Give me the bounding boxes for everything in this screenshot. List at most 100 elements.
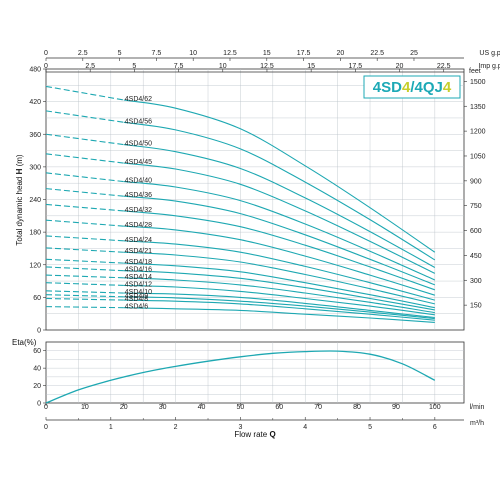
eta-plot-frame — [45, 341, 465, 404]
bottom-axis-lmin-tick-label: 20 — [120, 404, 128, 411]
right-axis-tick-label: 450 — [470, 253, 482, 260]
top-axis-us-tick-label: 20 — [336, 50, 344, 57]
bottom-axis-lmin-tick-label: 90 — [392, 404, 400, 411]
brand-text: 4SD4/4QJ4 — [373, 79, 452, 96]
right-axis-tick-label: 750 — [470, 203, 482, 210]
flow-axis-label: Flow rate — [234, 430, 269, 439]
head-curve-dashed — [45, 133, 124, 146]
eta-axis-tick-label: 60 — [33, 348, 41, 355]
head-curve — [123, 240, 435, 301]
right-axis-tick-label: 1350 — [470, 104, 486, 111]
curve-label: 4SD4/21 — [125, 248, 152, 255]
left-axis-tick-label: 480 — [29, 67, 41, 74]
head-curve — [123, 210, 435, 291]
flow-axis-symbol: Q — [269, 430, 275, 439]
head-curve — [123, 262, 435, 309]
curve-label: 4SD4/6 — [125, 304, 148, 311]
bottom-axis-lmin-tick-label: 0 — [44, 404, 48, 411]
bottom-axis-m3h-tick-label: 6 — [433, 424, 437, 431]
eta-axis-unit: (%) — [24, 338, 37, 347]
brand-text-part: / — [410, 79, 415, 96]
bottom-axis-lmin-tick-label: 70 — [314, 404, 322, 411]
bottom-axis-lmin-tick-label: 30 — [159, 404, 167, 411]
head-axis-label: Total dynamic head — [15, 174, 24, 245]
head-curve — [123, 162, 436, 274]
head-curve — [123, 225, 435, 296]
curve-label: 4SD4/16 — [125, 267, 152, 274]
bottom-axis-lmin-tick-label: 10 — [81, 404, 89, 411]
top-axis-us-tick-label: 10 — [189, 50, 197, 57]
head-curve-dashed — [45, 247, 124, 253]
eta-axis-title: Eta(%) — [12, 338, 37, 347]
top-axis-us-tick-label: 5 — [118, 50, 122, 57]
head-curve-dashed — [45, 219, 124, 227]
brand-box — [363, 75, 461, 99]
right-axis-tick-label: 1050 — [470, 153, 486, 160]
bottom-axis-lmin-tick-label: 80 — [353, 404, 361, 411]
head-curve-dashed — [45, 153, 124, 164]
curve-label: 4SD4/24 — [125, 237, 152, 244]
top-axis-us-tick-label: 15 — [263, 50, 271, 57]
top-axis-imp-tick-label: 5 — [132, 63, 136, 70]
brand-text-part: 4 — [443, 79, 452, 96]
top-axis-imp-tick-label: 12.5 — [260, 63, 274, 70]
right-axis-unit: feet — [469, 68, 481, 75]
left-axis-tick-label: 300 — [29, 164, 41, 171]
bottom-axis-m3h-tick-label: 3 — [238, 424, 242, 431]
head-curve-dashed — [45, 203, 124, 212]
eta-axis-tick-label: 40 — [33, 366, 41, 373]
head-curve — [123, 299, 435, 321]
eta-curve — [45, 350, 436, 404]
top-axis-imp-tick-label: 22.5 — [437, 63, 451, 70]
right-axis-tick-label: 150 — [470, 303, 482, 310]
head-curve-dashed — [45, 274, 124, 279]
bottom-axis-m3h-unit: m³/h — [470, 420, 484, 427]
head-curve-dashed — [45, 85, 124, 101]
head-curve — [123, 195, 436, 286]
head-curve — [123, 144, 436, 268]
head-axis-unit: (m) — [15, 154, 24, 169]
left-axis-tick-label: 360 — [29, 132, 41, 139]
head-curve — [123, 270, 435, 311]
curve-label: 4SD4/56 — [125, 118, 152, 125]
bottom-axis-m3h-tick-label: 1 — [109, 424, 113, 431]
head-curve-dashed — [45, 266, 124, 272]
bottom-axis-m3h-tick-label: 0 — [44, 424, 48, 431]
top-axis-imp-tick-label: 0 — [44, 63, 48, 70]
curve-label: 4SD4/8 — [125, 296, 148, 303]
head-curve-dashed — [45, 290, 124, 294]
right-axis-tick-label: 1200 — [470, 129, 486, 136]
left-axis-tick-label: 240 — [29, 197, 41, 204]
left-axis-tick-label: 0 — [37, 328, 41, 335]
top-axis-imp-tick-label: 20 — [396, 63, 404, 70]
curve-label: 4SD4/9 — [125, 293, 148, 300]
head-curve-dashed — [45, 297, 124, 301]
head-axis-title: Total dynamic head H (m) — [15, 154, 24, 245]
curve-label: 4SD4/14 — [125, 274, 152, 281]
bottom-axis-lmin-tick-label: 40 — [198, 404, 206, 411]
curve-label: 4SD4/10 — [125, 289, 152, 296]
eta-axis-tick-label: 20 — [33, 383, 41, 390]
bottom-axis-lmin-tick-label: 60 — [275, 404, 283, 411]
head-curve-dashed — [45, 172, 124, 183]
top-axis-imp-unit: Imp g.p.m — [478, 63, 500, 70]
head-curve — [123, 292, 435, 319]
top-axis-us-tick-label: 22.5 — [370, 50, 384, 57]
eta-axis-label: Eta — [12, 338, 25, 347]
head-axis-symbol: H — [15, 168, 24, 174]
bottom-axis-lmin-unit: l/min — [470, 404, 485, 411]
top-axis-us-tick-label: 7.5 — [152, 50, 162, 57]
head-curve — [123, 121, 436, 261]
right-axis-tick-label: 900 — [470, 178, 482, 185]
head-curve — [123, 296, 435, 320]
head-curve-dashed — [45, 258, 124, 264]
top-axis-us-tick-label: 17.5 — [297, 50, 311, 57]
head-curve — [123, 99, 436, 253]
top-axis-imp-tick-label: 10 — [219, 63, 227, 70]
bottom-axis-lmin-tick-label: 100 — [429, 404, 441, 411]
top-axis-imp-tick-label: 7.5 — [174, 63, 184, 70]
eta-axis-tick-label: 0 — [37, 401, 41, 408]
right-axis-tick-label: 300 — [470, 278, 482, 285]
bottom-axis-lmin-tick-label: 50 — [237, 404, 245, 411]
head-curve — [123, 284, 435, 316]
